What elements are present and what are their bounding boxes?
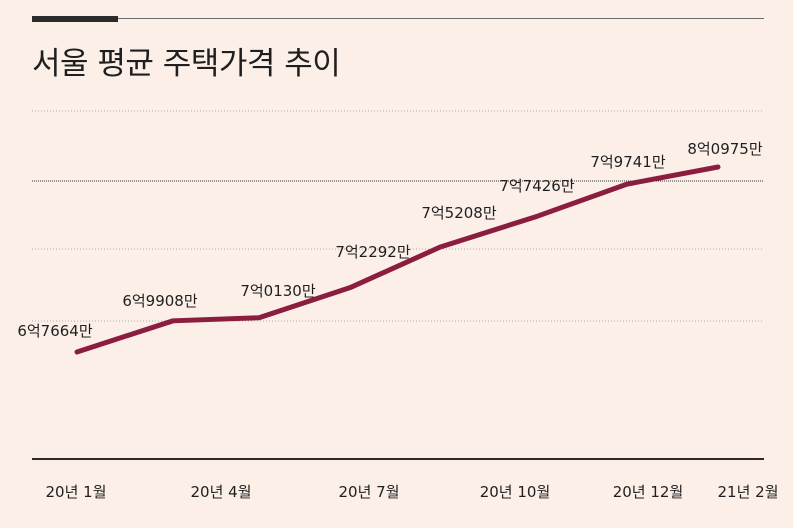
x-tick-label: 20년 10월: [480, 483, 551, 501]
x-tick-label: 20년 12월: [613, 483, 684, 501]
data-label: 6억9908만: [122, 292, 198, 310]
data-label: 7억0130만: [240, 282, 316, 300]
title-accent-bar: [32, 16, 118, 22]
x-tick-label: 20년 7월: [339, 483, 400, 501]
title-rule: [118, 18, 764, 19]
chart-title: 서울 평균 주택가격 추이: [32, 46, 341, 82]
data-label: 8억0975만: [687, 140, 763, 158]
x-tick-label: 20년 1월: [46, 483, 107, 501]
data-label: 7억9741만: [590, 153, 666, 171]
series-line: [74, 164, 721, 355]
data-label: 7억2292만: [335, 243, 411, 261]
x-tick-label: 21년 2월: [718, 483, 779, 501]
x-tick-label: 20년 4월: [191, 483, 252, 501]
data-label: 6억7664만: [17, 322, 93, 340]
data-label: 7억5208만: [421, 204, 497, 222]
data-label: 7억7426만: [499, 177, 575, 195]
